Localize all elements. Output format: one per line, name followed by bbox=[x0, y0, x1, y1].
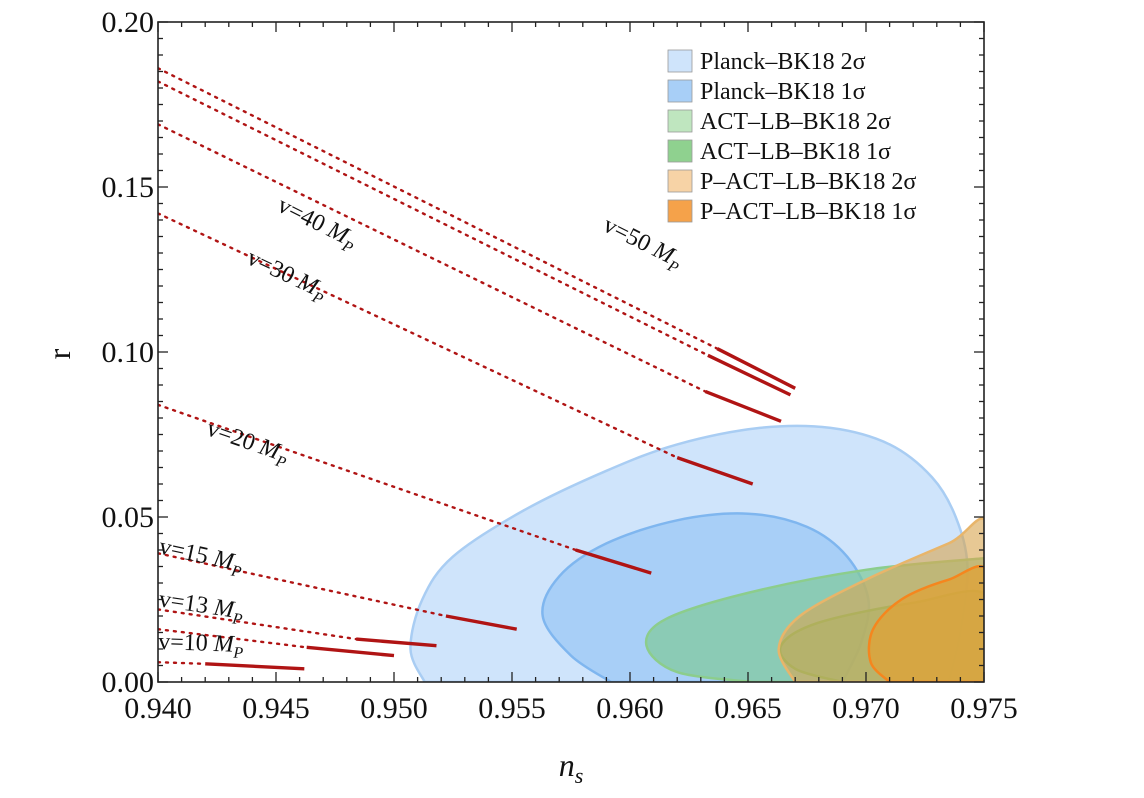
y-tick-label: 0.05 bbox=[102, 501, 155, 534]
x-tick-label: 0.945 bbox=[242, 692, 310, 725]
legend-swatch bbox=[667, 49, 693, 73]
legend-label: ACT–LB–BK18 2σ bbox=[700, 109, 891, 135]
prediction-dotted-line-7 bbox=[158, 608, 358, 641]
prediction-dotted-line-8 bbox=[158, 628, 308, 649]
x-tick-label: 0.950 bbox=[360, 692, 428, 725]
legend-label: Planck–BK18 1σ bbox=[700, 79, 866, 105]
y-axis-label: r bbox=[41, 348, 77, 359]
prediction-solid-segment-5 bbox=[575, 548, 652, 575]
line-label: v=15 MP bbox=[156, 534, 246, 582]
prediction-solid-segment-2 bbox=[707, 353, 792, 397]
prediction-solid-segment-7 bbox=[356, 637, 437, 648]
prediction-solid-segment-6 bbox=[445, 614, 518, 631]
legend-swatch bbox=[667, 79, 693, 103]
prediction-dotted-line-6 bbox=[158, 552, 448, 618]
line-label: v=20 MP bbox=[202, 416, 293, 472]
y-tick-label: 0.15 bbox=[102, 171, 155, 204]
y-tick-label: 0.20 bbox=[102, 6, 155, 39]
y-tick-label: 0.10 bbox=[102, 336, 155, 369]
prediction-solid-segment-9 bbox=[205, 662, 305, 671]
prediction-solid-segment-8 bbox=[306, 645, 395, 658]
x-tick-label: 0.960 bbox=[596, 692, 664, 725]
x-tick-label: 0.955 bbox=[478, 692, 546, 725]
line-label: v=10 MP bbox=[158, 629, 245, 662]
x-tick-label: 0.940 bbox=[124, 692, 192, 725]
x-tick-label: 0.975 bbox=[950, 692, 1018, 725]
legend-swatch bbox=[667, 109, 693, 133]
prediction-dotted-line-1 bbox=[158, 66, 719, 350]
legend-label: P–ACT–LB–BK18 1σ bbox=[700, 199, 916, 225]
prediction-dotted-line-9 bbox=[158, 661, 207, 666]
legend: Planck–BK18 2σ Planck–BK18 1σ ACT–LB–BK18 … bbox=[667, 49, 916, 225]
legend-swatch bbox=[667, 199, 693, 223]
prediction-dotted-line-2 bbox=[158, 80, 710, 357]
prediction-dotted-line-4 bbox=[158, 212, 679, 459]
legend-label: ACT–LB–BK18 1σ bbox=[700, 139, 891, 165]
prediction-dotted-line-5 bbox=[158, 403, 577, 552]
x-axis-label: ns bbox=[559, 747, 584, 788]
prediction-solid-segment-4 bbox=[676, 455, 754, 486]
prediction-solid-segment-1 bbox=[716, 347, 796, 390]
line-label: v=30 MP bbox=[241, 245, 331, 309]
x-tick-label: 0.965 bbox=[714, 692, 782, 725]
contour-region-6 bbox=[867, 565, 984, 682]
legend-label: P–ACT–LB–BK18 2σ bbox=[700, 169, 916, 195]
prediction-dotted-line-3 bbox=[158, 123, 707, 393]
prediction-solid-segment-3 bbox=[704, 390, 782, 423]
legend-swatch bbox=[667, 169, 693, 193]
x-tick-label: 0.970 bbox=[832, 692, 900, 725]
line-label: v=13 MP bbox=[157, 586, 246, 628]
legend-label: Planck–BK18 2σ bbox=[700, 49, 866, 75]
y-tick-label: 0.00 bbox=[102, 666, 155, 699]
legend-swatch bbox=[667, 139, 693, 163]
